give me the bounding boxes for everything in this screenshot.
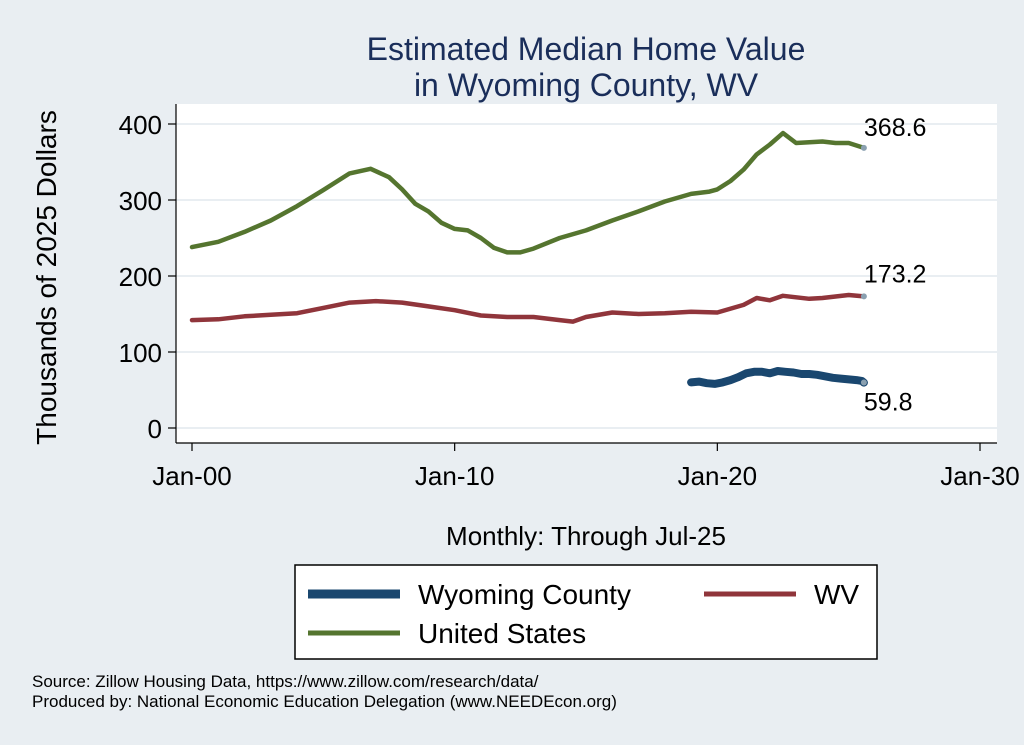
series-line-united-states: [189, 130, 867, 255]
x-tick-label: Jan-30: [940, 461, 1020, 491]
chart-title-line-1: Estimated Median Home Value: [367, 31, 806, 67]
y-axis-title: Thousands of 2025 Dollars: [31, 110, 62, 445]
footer: Source: Zillow Housing Data, https://www…: [32, 672, 617, 712]
legend: [294, 564, 878, 660]
series-line-wyoming-county: [687, 367, 868, 388]
y-tick-label: 200: [119, 262, 162, 292]
x-tick-label: Jan-10: [415, 461, 495, 491]
source-note: Source: Zillow Housing Data, https://www…: [32, 672, 539, 691]
legend-label-united-states: United States: [418, 618, 586, 649]
x-tick-label: Jan-20: [678, 461, 758, 491]
x-axis-title: Monthly: Through Jul-25: [446, 521, 726, 551]
end-label-united-states: 368.6: [864, 114, 927, 142]
series-endpoint-united-states: [860, 144, 867, 151]
legend-label-wyoming-county: Wyoming County: [418, 579, 631, 610]
plot-area: [176, 104, 997, 443]
series-endpoint-wyoming-county: [860, 379, 867, 386]
producer-note: Produced by: National Economic Education…: [32, 692, 617, 711]
legend-label-wv: WV: [814, 579, 859, 610]
y-tick-label: 400: [119, 110, 162, 140]
chart-title-line-2: in Wyoming County, WV: [414, 67, 759, 103]
series-line-wv: [189, 292, 867, 324]
end-label-wyoming-county: 59.8: [864, 389, 913, 417]
series-endpoint-wv: [860, 293, 867, 300]
y-tick-label: 100: [119, 338, 162, 368]
y-tick-label: 300: [119, 186, 162, 216]
y-tick-label: 0: [148, 414, 162, 444]
end-label-wv: 173.2: [864, 260, 927, 288]
x-tick-label: Jan-00: [152, 461, 232, 491]
